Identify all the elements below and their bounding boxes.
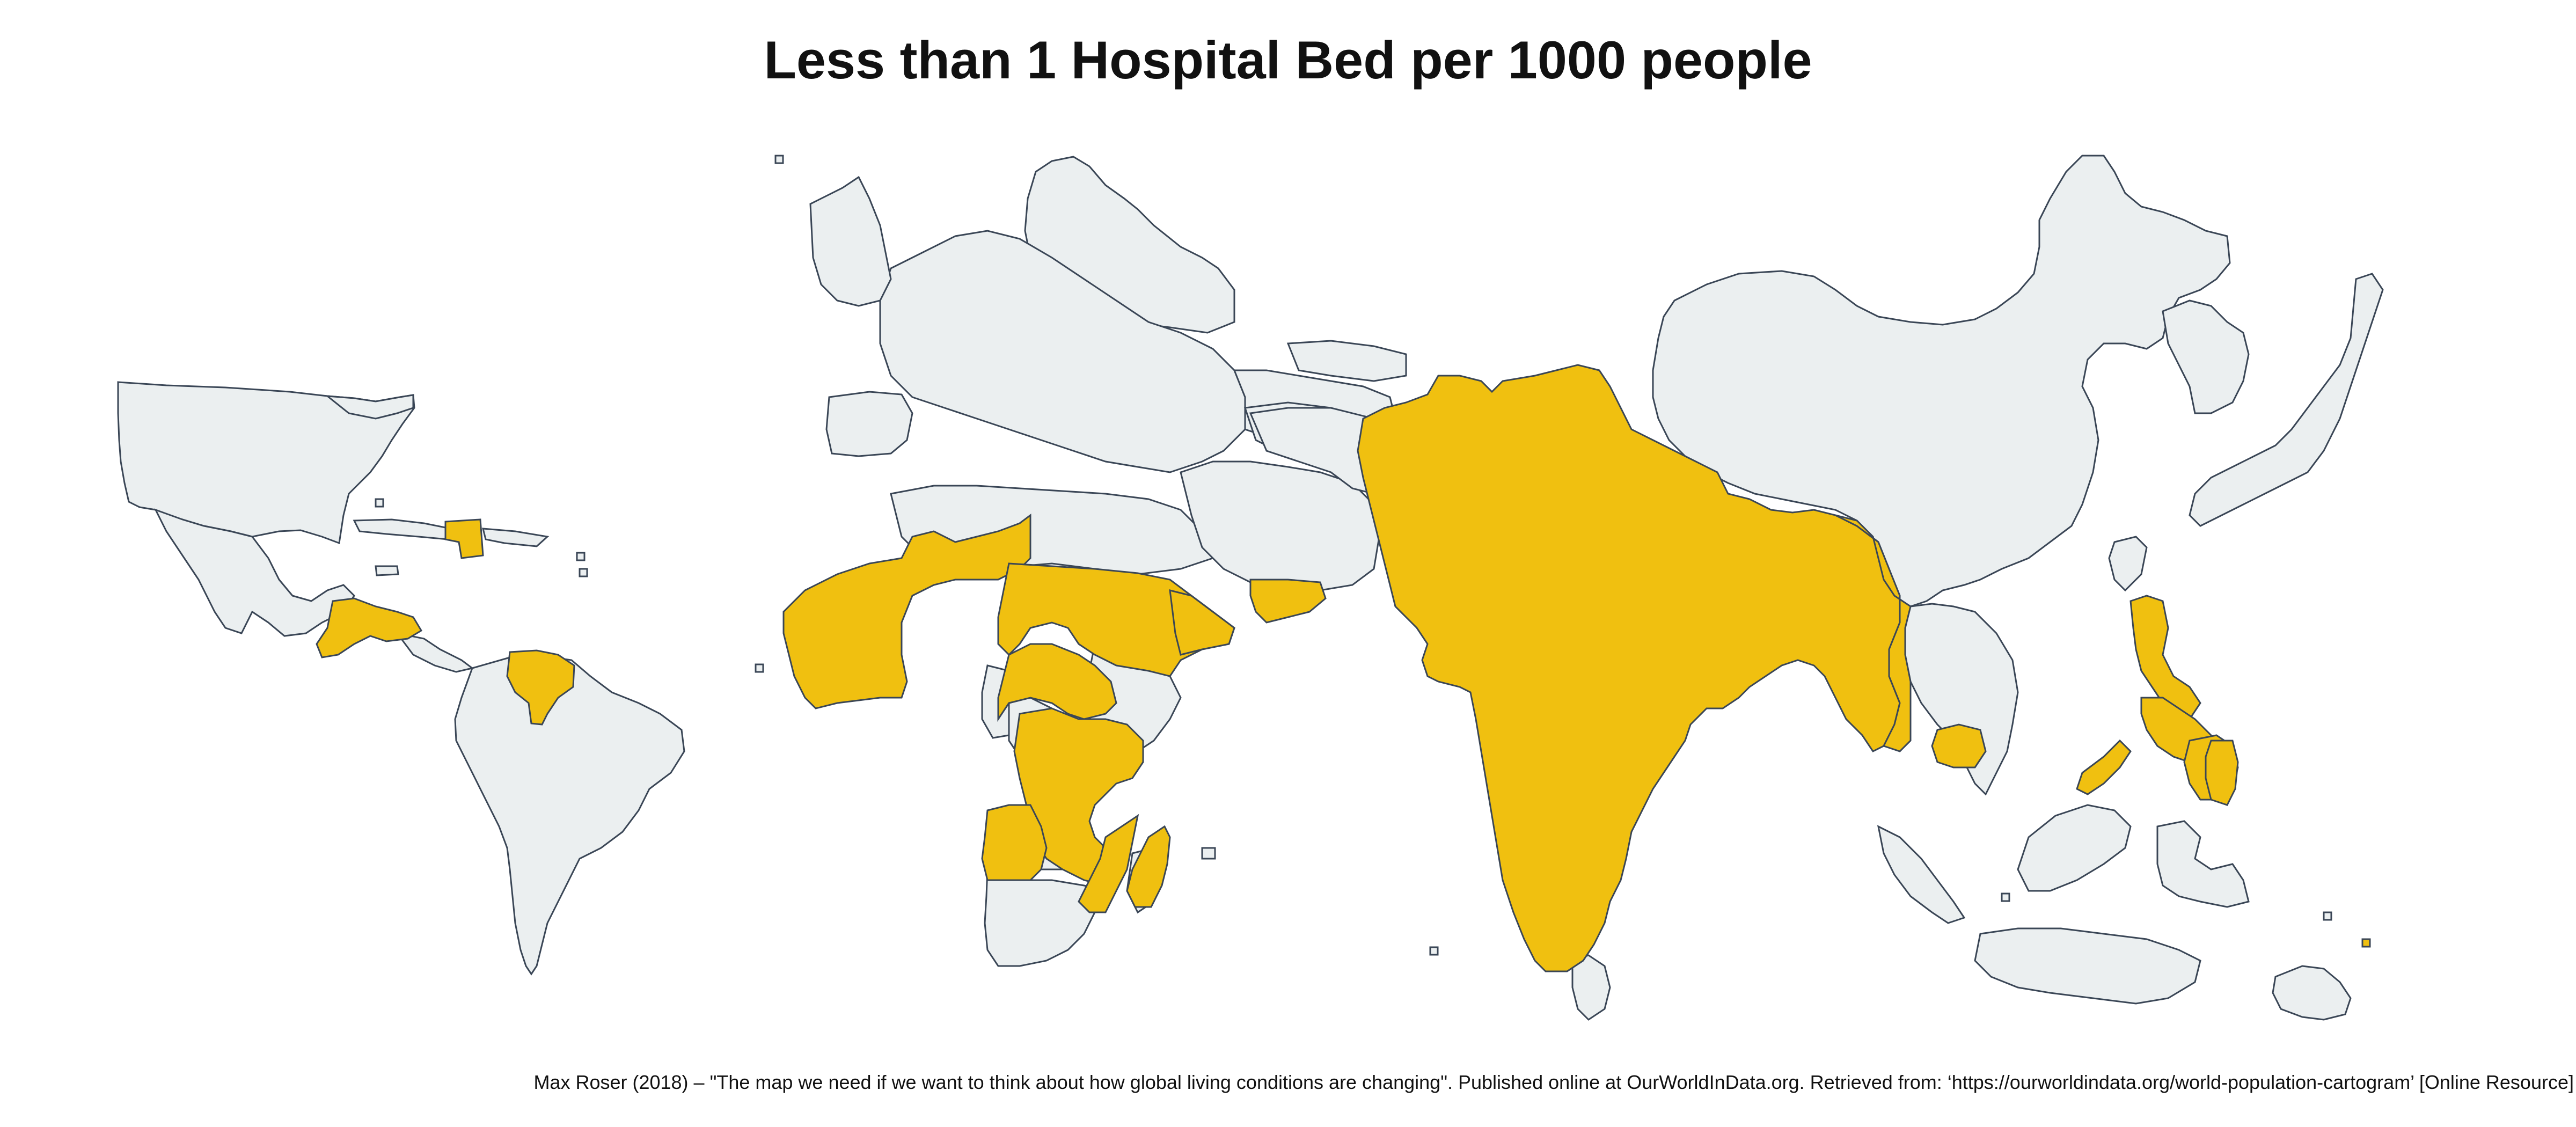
source-citation: Max Roser (2018) – "The map we need if w…: [533, 1071, 2574, 1093]
island-e: [375, 498, 384, 508]
countries-less-than-1-bed: [316, 364, 2371, 972]
region-caribbean-east: [482, 528, 550, 547]
region-south-asia: [1357, 364, 1901, 972]
island-c: [1429, 946, 1439, 956]
region-cuba: [353, 518, 452, 540]
region-venezuela: [506, 649, 575, 726]
island-highlight: [2361, 938, 2371, 948]
island-f: [576, 552, 586, 561]
island-d: [2001, 892, 2010, 902]
region-southern-africa: [984, 868, 1107, 967]
region-south-america: [454, 655, 685, 976]
region-myanmar-indochina: [1835, 514, 1912, 752]
region-cambodia: [1931, 723, 1987, 769]
island-i: [2323, 911, 2332, 921]
map-title: Less than 1 Hospital Bed per 1000 people: [764, 30, 1812, 90]
region-angola-zambia: [981, 804, 1048, 881]
region-mozambique: [1078, 814, 1139, 913]
region-malaysia: [1877, 825, 1966, 924]
region-philippines-palawan: [2076, 739, 2132, 795]
region-japan: [2189, 273, 2384, 527]
region-horn-of-africa: [1169, 589, 1235, 656]
region-west-africa: [782, 514, 1031, 709]
region-jamaica: [375, 565, 399, 576]
region-philippines-north: [2129, 595, 2201, 720]
region-haiti: [444, 518, 484, 559]
region-borneo: [2017, 804, 2132, 892]
island-b: [755, 663, 764, 673]
region-madagascar: [1126, 825, 1171, 908]
region-uk: [809, 175, 892, 307]
region-middle-east: [1180, 460, 1380, 591]
region-central-africa: [997, 643, 1117, 722]
region-philippines-south: [2205, 740, 2239, 806]
region-china: [1652, 155, 2231, 608]
region-java: [1974, 927, 2201, 1005]
region-caucasus: [1286, 340, 1407, 382]
region-iberia: [825, 391, 913, 457]
region-canada-fragment: [325, 394, 414, 420]
region-new-guinea: [2272, 965, 2352, 1021]
region-thailand-vietnam: [1904, 603, 2019, 796]
region-taiwan: [2108, 536, 2148, 592]
region-sri-lanka: [1571, 954, 1611, 1021]
island-g: [579, 568, 588, 577]
region-mongolia-korea: [2162, 299, 2250, 414]
island-h: [1201, 847, 1216, 860]
region-sulawesi: [2156, 820, 2250, 908]
region-mexico: [153, 508, 355, 637]
island-a: [774, 155, 784, 164]
region-yemen: [1249, 579, 1327, 624]
region-central-america: [316, 597, 423, 658]
region-western-europe: [879, 230, 1246, 473]
